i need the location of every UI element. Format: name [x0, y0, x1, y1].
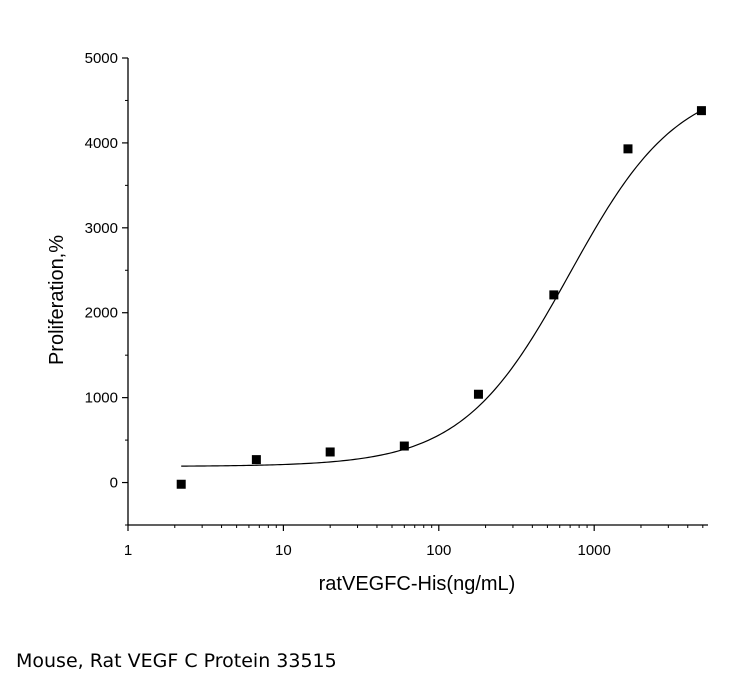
data-point [696, 106, 706, 116]
y-tick-label: 0 [110, 475, 118, 492]
fit-curve-layer [181, 109, 702, 467]
y-tick-label: 4000 [85, 135, 118, 152]
x-tick-label: 10 [275, 542, 292, 559]
data-point [325, 447, 335, 457]
fit-curve-line [181, 109, 702, 467]
x-tick-label: 1000 [578, 542, 611, 559]
data-points [176, 106, 706, 489]
y-tick-label: 2000 [85, 305, 118, 322]
data-point [251, 455, 261, 465]
axes: 0 1000 2000 3000 4000 5000 1 10 100 1000 [85, 50, 708, 559]
x-tick-label: 1 [124, 542, 132, 559]
x-tick-label: 100 [426, 542, 451, 559]
y-tick-label: 3000 [85, 220, 118, 237]
data-point [549, 290, 559, 300]
y-tick-label: 1000 [85, 390, 118, 407]
data-point [399, 441, 409, 451]
data-point [623, 144, 633, 154]
data-point [473, 389, 483, 399]
data-point [176, 479, 186, 489]
figure-caption: Mouse, Rat VEGF C Protein 33515 [16, 650, 337, 672]
y-tick-label: 5000 [85, 50, 118, 67]
x-axis-label: ratVEGFC-His(ng/mL) [319, 573, 516, 595]
y-axis-label: Proliferation,% [46, 235, 68, 365]
